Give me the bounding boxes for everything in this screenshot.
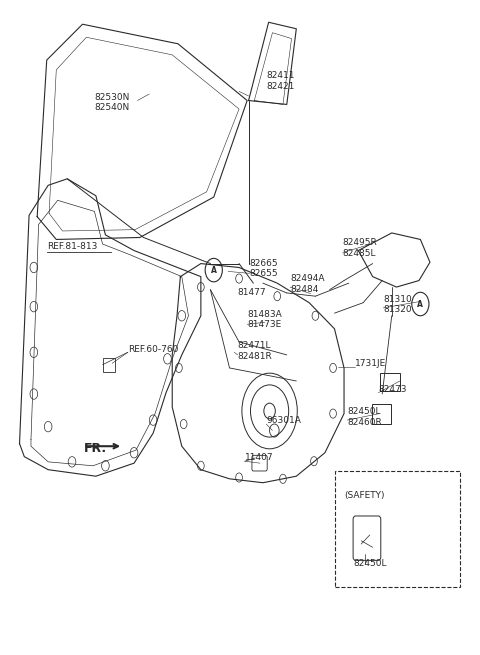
Text: 11407: 11407 [245, 453, 274, 462]
Bar [103, 358, 115, 372]
Text: 82473: 82473 [378, 385, 407, 394]
Text: FR.: FR. [84, 441, 107, 455]
Bar [380, 373, 400, 391]
Text: 81483A
81473E: 81483A 81473E [247, 310, 282, 329]
Text: 96301A: 96301A [266, 416, 301, 424]
Text: 82530N
82540N: 82530N 82540N [95, 93, 130, 112]
Text: 81477: 81477 [238, 288, 266, 297]
Text: 1731JE: 1731JE [355, 359, 386, 368]
Text: 82450L: 82450L [354, 559, 387, 568]
Text: 82665
82655: 82665 82655 [250, 259, 278, 278]
Text: A: A [211, 266, 216, 274]
Text: 82494A
82484: 82494A 82484 [290, 274, 324, 293]
Text: REF.60-760: REF.60-760 [128, 345, 178, 354]
Text: (SAFETY): (SAFETY) [344, 491, 384, 500]
Text: REF.81-813: REF.81-813 [47, 242, 97, 251]
Text: 82450L
82460R: 82450L 82460R [348, 407, 382, 426]
Text: 81310
81320: 81310 81320 [383, 295, 412, 314]
Bar [372, 404, 391, 424]
Text: 82411
82421: 82411 82421 [266, 71, 295, 90]
Text: 82495R
82485L: 82495R 82485L [343, 238, 377, 257]
Text: A: A [418, 299, 423, 309]
Bar [336, 471, 460, 587]
Text: 82471L
82481R: 82471L 82481R [238, 341, 272, 361]
